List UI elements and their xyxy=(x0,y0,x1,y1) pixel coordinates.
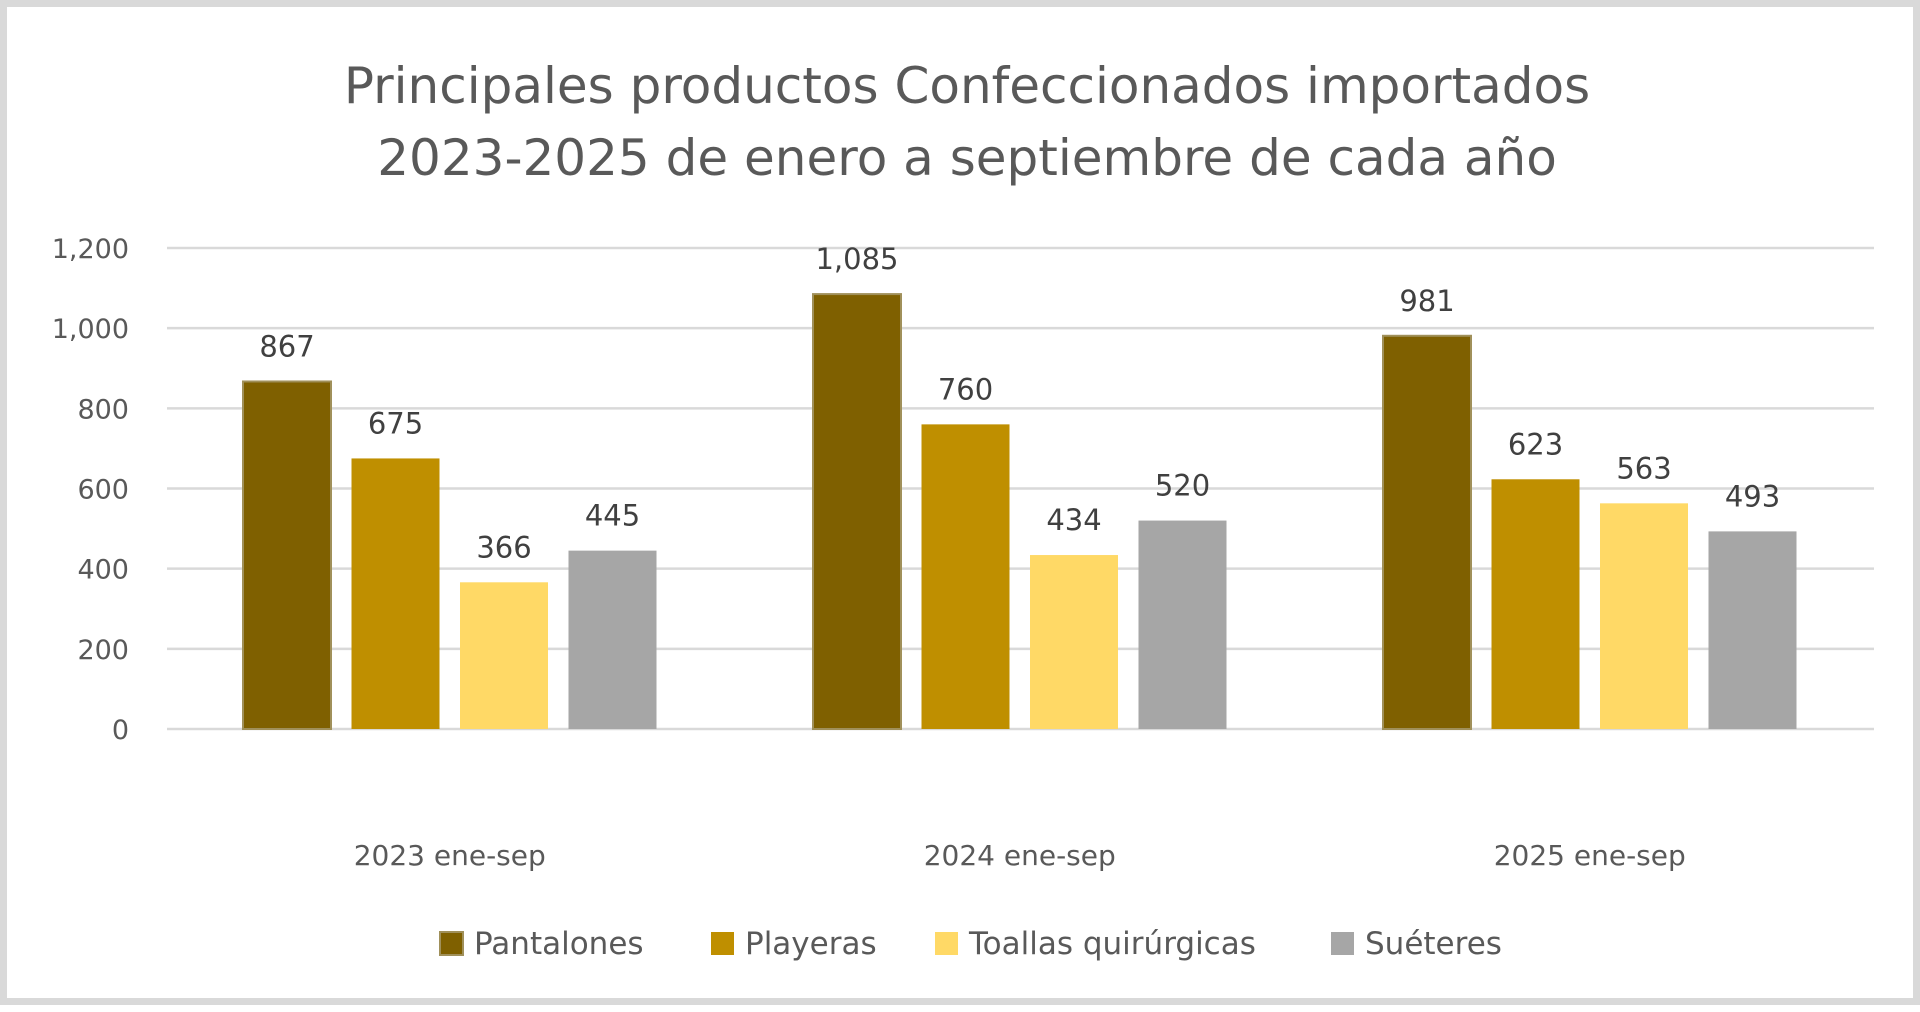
legend-item: Toallas quirúrgicas xyxy=(935,926,1256,962)
chart-title-line-1: Principales productos Confeccionados imp… xyxy=(344,57,1590,115)
legend-swatch xyxy=(439,931,464,956)
data-label: 623 xyxy=(1508,427,1563,461)
y-tick-label: 800 xyxy=(77,394,129,425)
bar-playeras-2 xyxy=(921,424,1010,729)
legend-swatch xyxy=(1331,932,1354,955)
data-label: 867 xyxy=(259,329,314,363)
data-label: 981 xyxy=(1399,284,1454,318)
legend-item: Suéteres xyxy=(1331,926,1502,962)
y-tick-label: 400 xyxy=(77,555,129,586)
x-axis: 2023 ene-sep 2024 ene-sep 2025 ene-sep xyxy=(354,839,1686,872)
y-tick-label: 1,000 xyxy=(52,314,129,345)
bar-suéteres-1 xyxy=(568,550,657,729)
bar-pantalones-3 xyxy=(1382,334,1472,730)
chart-title-line-2: 2023-2025 de enero a septiembre de cada … xyxy=(377,129,1557,187)
data-label: 366 xyxy=(476,530,531,564)
data-label: 434 xyxy=(1046,503,1101,537)
y-tick-label: 1,200 xyxy=(52,234,129,265)
x-category-label: 2024 ene-sep xyxy=(924,839,1116,872)
data-labels: 867 1,085 981 675 760 623 366 434 563 445 520 493 xyxy=(259,242,1780,564)
data-label: 493 xyxy=(1725,479,1780,513)
data-label: 563 xyxy=(1616,451,1671,485)
legend-label: Playeras xyxy=(745,926,877,962)
bar-toallas-quirúrgicas-3 xyxy=(1600,503,1688,729)
bar-toallas-quirúrgicas-1 xyxy=(460,582,548,729)
x-category-label: 2025 ene-sep xyxy=(1494,839,1686,872)
data-label: 675 xyxy=(368,406,423,440)
y-tick-label: 600 xyxy=(77,475,129,506)
legend-swatch xyxy=(935,932,958,955)
legend-item: Pantalones xyxy=(439,926,644,962)
x-category-label: 2023 ene-sep xyxy=(354,839,546,872)
y-tick-label: 0 xyxy=(112,715,129,746)
bar-playeras-1 xyxy=(351,458,440,729)
legend-item: Playeras xyxy=(711,926,877,962)
legend-swatch xyxy=(711,932,734,955)
legend-label: Suéteres xyxy=(1365,926,1502,962)
bar-pantalones-1 xyxy=(242,380,332,730)
y-axis: 0 200 400 600 800 1,000 1,200 xyxy=(52,234,129,746)
legend-label: Toallas quirúrgicas xyxy=(968,926,1256,962)
data-label: 760 xyxy=(938,372,993,406)
legend-label: Pantalones xyxy=(474,926,644,962)
bar-playeras-3 xyxy=(1491,479,1580,729)
legend: Pantalones Playeras Toallas quirúrgicas Sué… xyxy=(439,926,1502,962)
bar-toallas-quirúrgicas-2 xyxy=(1030,555,1118,729)
data-label: 445 xyxy=(585,499,640,533)
gridlines xyxy=(167,246,1874,731)
bar-chart: Principales productos Confeccionados imp… xyxy=(52,57,1874,962)
bar-suéteres-2 xyxy=(1138,520,1227,729)
bar-suéteres-3 xyxy=(1708,531,1797,729)
bar-pantalones-2 xyxy=(812,293,902,730)
chart-title: Principales productos Confeccionados imp… xyxy=(344,57,1590,187)
data-label: 1,085 xyxy=(815,242,898,276)
data-label: 520 xyxy=(1155,469,1210,503)
bars xyxy=(242,293,1797,730)
y-tick-label: 200 xyxy=(77,635,129,666)
